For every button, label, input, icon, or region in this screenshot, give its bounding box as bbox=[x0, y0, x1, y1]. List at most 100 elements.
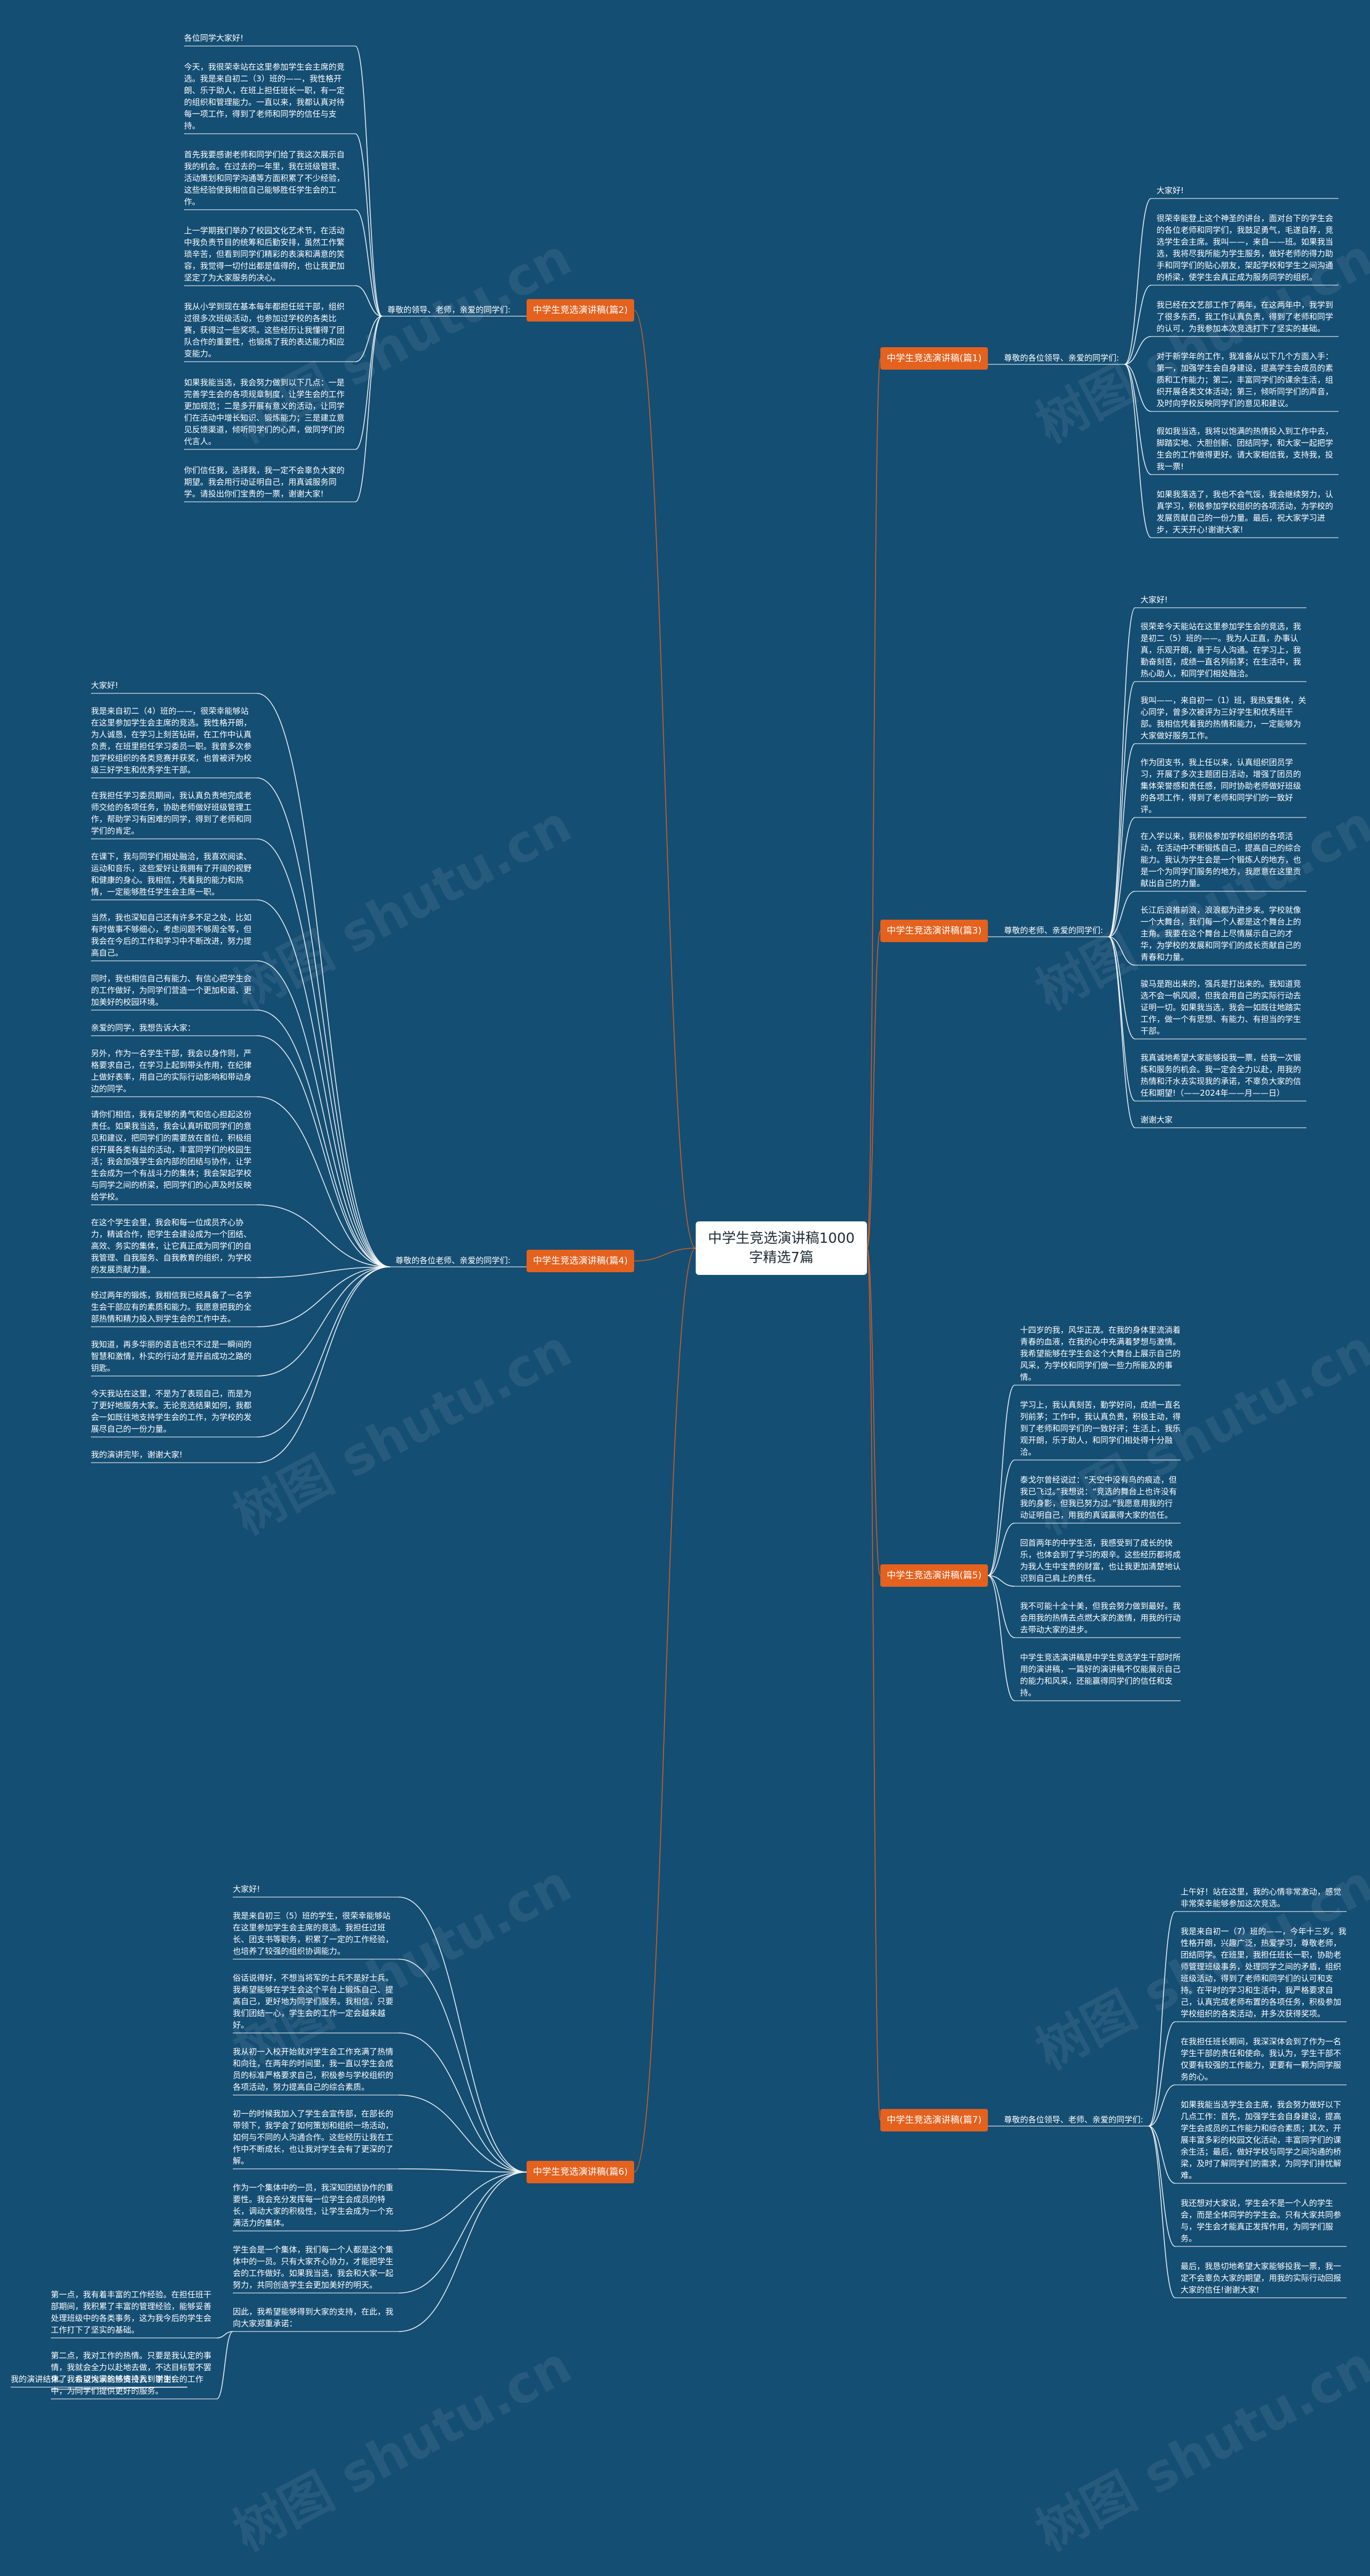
connector-root-p5 bbox=[866, 1248, 881, 1576]
leaf-text-p3-2: 我叫——，来自初一（1）班，我热爱集体，关心同学，曾多次被评为三好学生和优秀班干… bbox=[1140, 695, 1306, 740]
leaf-connector-p2-4 bbox=[355, 316, 382, 362]
leaf-text-p1-3: 对于新学年的工作，我准备从以下几个方面入手：第一，加强学生会自身建设，提高学生会… bbox=[1156, 351, 1334, 408]
leaf-text-p1-4: 假如我当选，我将以饱满的热情投入到工作中去，脚踏实地、大胆创新、团结同学，和大家… bbox=[1156, 426, 1334, 471]
leaf-connector-p7-5 bbox=[1148, 2126, 1176, 2298]
leaf-text-p4-3: 在课下，我与同学们相处融洽，我喜欢阅读、运动和音乐，这些爱好让我拥有了开阔的视野… bbox=[91, 852, 252, 897]
leaf-connector-p1-1 bbox=[1124, 285, 1152, 365]
leaf-text-p1-0: 大家好! bbox=[1156, 186, 1184, 195]
leaf-text-p3-1: 很荣幸今天能站在这里参加学生会的竞选，我是初二（5）班的——。我为人正直，办事认… bbox=[1140, 622, 1302, 678]
leaf-connector-p1-2 bbox=[1124, 336, 1152, 365]
leaf-connector-p6-5 bbox=[398, 2172, 527, 2231]
leaf-text-p4-12: 今天我站在这里，不是为了表现自己，而是为了更好地服务大家。无论竞选结果如何，我都… bbox=[91, 1389, 252, 1434]
leaf-text-p4-7: 另外，作为一名学生干部，我会以身作则，严格要求自己，在学习上起到带头作用，在纪律… bbox=[91, 1049, 252, 1094]
branch-node-p4[interactable]: 中学生竞选演讲稿(篇4) bbox=[526, 1250, 634, 1272]
leaf-connector-p4-4 bbox=[256, 960, 390, 1267]
leaf-text-p2-5: 如果我能当选，我会努力做到以下几点：一是完善学生会的各项规章制度，让学生会的工作… bbox=[184, 378, 345, 446]
greeting-label-p7: 尊敬的各位领导、老师、亲爱的同学们: bbox=[1004, 2115, 1144, 2124]
leaf-text-p6-0: 大家好! bbox=[233, 1884, 261, 1894]
leaf-text-p4-2: 在我担任学习委员期间，我认真负责地完成老师交给的各项任务，协助老师做好班级管理工… bbox=[91, 791, 252, 836]
leaf-text-p7-5: 最后，我恳切地希望大家能够投我一票，我一定不会辜负大家的期望，用我的实际行动回报… bbox=[1181, 2261, 1342, 2295]
leaf-connector-p3-2 bbox=[1108, 743, 1136, 937]
connector-root-p6 bbox=[634, 1248, 696, 2173]
leaf-text-p4-9: 在这个学生会里，我会和每一位成员齐心协力，精诚合作，把学生会建设成为一个团结、高… bbox=[91, 1218, 252, 1274]
leaf-text-p4-5: 同时，我也相信自己有能力、有信心把学生会的工作做好，为同学们营造一个更加和谐、更… bbox=[91, 974, 252, 1007]
branch-node-p6[interactable]: 中学生竞选演讲稿(篇6) bbox=[526, 2161, 634, 2183]
leaf-connector-p3-3 bbox=[1108, 817, 1136, 937]
leaf-connector-p2-3 bbox=[355, 285, 382, 317]
leaf-connector-p5-1 bbox=[987, 1459, 1015, 1576]
leaf-text-p6-1: 我是来自初三（5）班的学生，很荣幸能够站在这里参加学生会主席的竞选。我担任过班长… bbox=[233, 1911, 394, 1956]
leaf-text-p6-2: 俗话说得好，不想当将军的士兵不是好士兵。我希望能够在学生会这个平台上锻炼自己、提… bbox=[233, 1973, 394, 2030]
closing-connector-p6 bbox=[50, 2387, 188, 2390]
leaf-text-p4-10: 经过两年的锻炼，我相信我已经具备了一名学生会干部应有的素质和能力。我愿意把我的全… bbox=[91, 1290, 252, 1324]
sub-leaf-connector-p6-1 bbox=[216, 2331, 233, 2399]
branch-node-p3[interactable]: 中学生竞选演讲稿(篇3) bbox=[880, 920, 988, 942]
leaf-text-p3-4: 在入学以来，我积极参加学校组织的各项活动，在活动中不断锻炼自己，提高自己的综合能… bbox=[1140, 831, 1302, 888]
branch-node-p2[interactable]: 中学生竞选演讲稿(篇2) bbox=[526, 299, 634, 322]
leaf-text-p5-1: 学习上，我认真刻苦，勤学好问，成绩一直名列前茅；工作中，我认真负责，积极主动，得… bbox=[1020, 1400, 1181, 1457]
leaf-connector-p4-2 bbox=[256, 838, 390, 1267]
leaf-connector-p4-3 bbox=[256, 899, 390, 1267]
branch-node-p5[interactable]: 中学生竞选演讲稿(篇5) bbox=[880, 1564, 988, 1587]
leaf-connector-p3-4 bbox=[1108, 891, 1136, 937]
leaf-text-p4-0: 大家好! bbox=[91, 681, 119, 690]
leaf-connector-p1-5 bbox=[1124, 364, 1152, 538]
leaf-connector-p5-2 bbox=[987, 1523, 1015, 1576]
leaf-text-p3-7: 我真诚地希望大家能够投我一票，给我一次锻炼和服务的机会。我一定会全力以赴，用我的… bbox=[1140, 1053, 1302, 1098]
leaf-connector-p4-9 bbox=[256, 1266, 390, 1278]
leaf-text-p7-3: 如果我能当选学生会主席，我会努力做好以下几点工作：首先，加强学生会自身建设，提高… bbox=[1181, 2100, 1342, 2180]
greeting-label-p3: 尊敬的老师、亲爱的同学们: bbox=[1004, 926, 1103, 935]
branch-node-p1[interactable]: 中学生竞选演讲稿(篇1) bbox=[880, 347, 988, 370]
leaf-text-p2-3: 上一学期我们举办了校园文化艺术节，在活动中我负责节目的统筹和后勤安排，虽然工作繁… bbox=[184, 226, 345, 282]
greeting-label-p4: 尊敬的各位老师、亲爱的同学们: bbox=[395, 1256, 511, 1265]
leaf-connector-p3-5 bbox=[1108, 936, 1136, 966]
leaf-connector-p2-1 bbox=[355, 133, 383, 317]
greeting-label-p2: 尊敬的领导、老师，亲爱的同学们: bbox=[387, 305, 511, 315]
leaf-connector-p4-6 bbox=[256, 1035, 390, 1267]
leaf-connector-p4-1 bbox=[256, 777, 390, 1267]
leaf-connector-p4-13 bbox=[256, 1266, 390, 1463]
leaf-text-p1-5: 如果我落选了，我也不会气馁，我会继续努力，认真学习，积极参加学校组织的各项活动，… bbox=[1156, 490, 1334, 534]
leaf-text-p6-4: 初一的时候我加入了学生会宣传部，在部长的带领下，我学会了如何策划和组织一场活动，… bbox=[233, 2109, 394, 2166]
leaf-text-p3-8: 谢谢大家 bbox=[1140, 1115, 1173, 1125]
leaf-connector-p4-0 bbox=[256, 693, 390, 1267]
leaf-text-p4-4: 当然，我也深知自己还有许多不足之处，比如有时做事不够细心，考虑问题不够周全等，但… bbox=[91, 913, 252, 958]
leaf-text-p3-3: 作为团支书，我上任以来，认真组织团员学习，开展了多次主题团日活动，增强了团员的集… bbox=[1140, 758, 1302, 814]
leaf-connector-p1-3 bbox=[1124, 364, 1152, 412]
connector-root-p3 bbox=[866, 930, 881, 1249]
leaf-connector-p3-0 bbox=[1108, 607, 1136, 937]
leaf-connector-p3-8 bbox=[1108, 936, 1136, 1128]
leaf-text-p5-5: 中学生竞选演讲稿是中学生竞选学生干部时所用的演讲稿，一篇好的演讲稿不仅能展示自己… bbox=[1020, 1653, 1181, 1698]
leaf-connector-p1-4 bbox=[1124, 364, 1152, 475]
leaf-connector-p4-10 bbox=[256, 1266, 390, 1327]
leaf-text-p4-13: 我的演讲完毕，谢谢大家! bbox=[91, 1450, 183, 1459]
greeting-label-p1: 尊敬的各位领导、亲爱的同学们: bbox=[1004, 353, 1120, 363]
branch-node-p7[interactable]: 中学生竞选演讲稿(篇7) bbox=[880, 2109, 988, 2131]
leaf-connector-p5-4 bbox=[987, 1575, 1015, 1638]
leaf-connector-p6-0 bbox=[398, 1897, 527, 2173]
connector-root-p1 bbox=[866, 358, 881, 1249]
leaf-connector-p4-5 bbox=[256, 1010, 390, 1267]
leaf-text-p5-4: 我不可能十全十美，但我会努力做到最好。我会用我的热情去点燃大家的激情，用我的行动… bbox=[1020, 1601, 1181, 1634]
sub-leaf-text-p6-0: 第一点，我有着丰富的工作经验。在担任班干部期间，我积累了丰富的管理经验，能够妥善… bbox=[51, 2290, 212, 2335]
leaf-text-p3-6: 骏马是跑出来的，强兵是打出来的。我知道竞选不会一帆风顺，但我会用自己的实际行动去… bbox=[1140, 979, 1302, 1036]
leaf-text-p2-4: 我从小学到现在基本每年都担任班干部，组织过很多次班级活动，也参加过学校的各类比赛… bbox=[184, 302, 345, 358]
leaf-text-p7-4: 我还想对大家说，学生会不是一个人的学生会，而是全体同学的学生会。只有大家共同参与… bbox=[1181, 2198, 1342, 2243]
leaf-connector-p6-6 bbox=[398, 2172, 527, 2294]
leaf-connector-p3-1 bbox=[1108, 681, 1136, 937]
leaf-text-p3-5: 长江后浪推前浪，浪浪都为进步来。学校就像一个大舞台，我们每一个人都是这个舞台上的… bbox=[1140, 905, 1302, 962]
leaf-text-p2-1: 今天，我很荣幸站在这里参加学生会主席的竞选。我是来自初二（3）班的——，我性格开… bbox=[184, 62, 345, 131]
leaf-connector-p4-8 bbox=[256, 1204, 390, 1267]
connector-root-p4 bbox=[634, 1248, 696, 1262]
leaf-connector-p6-1 bbox=[398, 1959, 527, 2173]
leaf-connector-p5-3 bbox=[988, 1575, 1015, 1587]
root-node[interactable]: 中学生竞选演讲稿1000字精选7篇 bbox=[696, 1221, 867, 1275]
leaf-connector-p6-4 bbox=[398, 2168, 527, 2173]
leaf-text-p3-0: 大家好! bbox=[1140, 595, 1168, 605]
leaf-connector-p3-7 bbox=[1108, 936, 1136, 1102]
leaf-text-p2-0: 各位同学大家好! bbox=[184, 33, 243, 43]
leaf-connector-p6-2 bbox=[398, 2032, 527, 2173]
leaf-text-p4-8: 请你们相信，我有足够的勇气和信心担起这份责任。如果我当选，我会认真听取同学们的意… bbox=[91, 1110, 252, 1202]
connector-root-p2 bbox=[634, 310, 696, 1249]
